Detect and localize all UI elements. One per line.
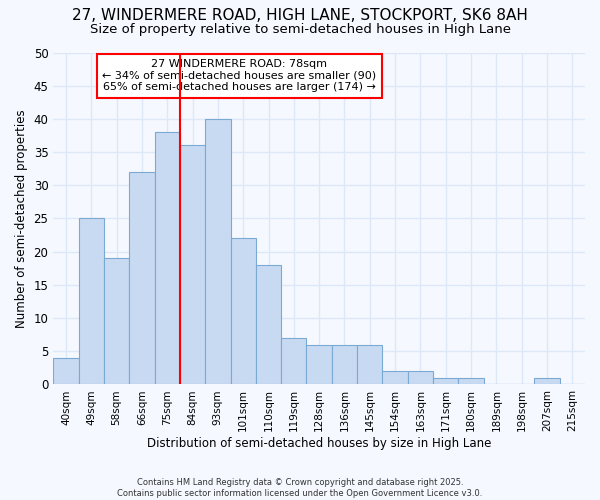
Text: Contains HM Land Registry data © Crown copyright and database right 2025.
Contai: Contains HM Land Registry data © Crown c…: [118, 478, 482, 498]
Bar: [357, 344, 382, 385]
Bar: [382, 371, 408, 384]
Bar: [332, 344, 357, 385]
Bar: [230, 238, 256, 384]
Bar: [104, 258, 129, 384]
Bar: [256, 265, 281, 384]
Bar: [433, 378, 458, 384]
Bar: [53, 358, 79, 384]
X-axis label: Distribution of semi-detached houses by size in High Lane: Distribution of semi-detached houses by …: [147, 437, 491, 450]
Bar: [307, 344, 332, 385]
Bar: [129, 172, 155, 384]
Bar: [535, 378, 560, 384]
Y-axis label: Number of semi-detached properties: Number of semi-detached properties: [15, 109, 28, 328]
Bar: [180, 146, 205, 384]
Text: 27, WINDERMERE ROAD, HIGH LANE, STOCKPORT, SK6 8AH: 27, WINDERMERE ROAD, HIGH LANE, STOCKPOR…: [72, 8, 528, 22]
Text: Size of property relative to semi-detached houses in High Lane: Size of property relative to semi-detach…: [89, 22, 511, 36]
Text: 27 WINDERMERE ROAD: 78sqm
← 34% of semi-detached houses are smaller (90)
65% of : 27 WINDERMERE ROAD: 78sqm ← 34% of semi-…: [103, 59, 376, 92]
Bar: [408, 371, 433, 384]
Bar: [458, 378, 484, 384]
Bar: [79, 218, 104, 384]
Bar: [155, 132, 180, 384]
Bar: [281, 338, 307, 384]
Bar: [205, 119, 230, 384]
